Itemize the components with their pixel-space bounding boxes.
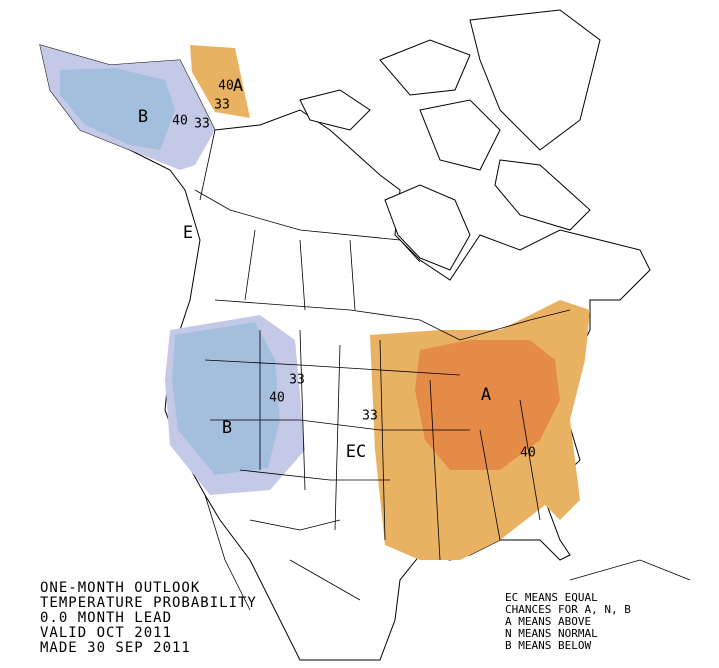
legend-line: A MEANS ABOVE xyxy=(505,615,591,628)
legend-line: CHANCES FOR A, N, B xyxy=(505,603,631,616)
legend-line: N MEANS NORMAL xyxy=(505,627,598,640)
contour-label: 40 xyxy=(218,79,234,94)
map-label: A xyxy=(481,385,491,405)
map-label: EC xyxy=(346,442,366,462)
arctic-island xyxy=(379,39,471,96)
caption-line: MADE 30 SEP 2011 xyxy=(40,640,191,656)
province-lines xyxy=(199,129,356,311)
arctic-island xyxy=(419,99,501,171)
map-label: B xyxy=(138,107,148,127)
legend-line: B MEANS BELOW xyxy=(505,639,591,652)
above-40-region xyxy=(415,340,560,470)
us-canada-border xyxy=(194,189,571,341)
caption-line: TEMPERATURE PROBABILITY xyxy=(40,595,257,611)
below-40-region xyxy=(172,322,280,475)
contour-label: 33 xyxy=(194,117,210,132)
contour-label: 33 xyxy=(289,373,305,388)
greenland xyxy=(469,9,601,151)
contour-label: 40 xyxy=(172,114,188,129)
caption-line: VALID OCT 2011 xyxy=(40,625,172,641)
caption-line: 0.0 MONTH LEAD xyxy=(40,610,172,626)
contour-label: 33 xyxy=(362,409,378,424)
hudson-bay xyxy=(384,184,471,271)
contour-label: 40 xyxy=(520,446,536,461)
map-label: B xyxy=(222,418,232,438)
caption-line: ONE-MONTH OUTLOOK xyxy=(40,580,200,596)
legend-line: EC MEANS EQUAL xyxy=(505,591,598,604)
above-33-region xyxy=(190,45,250,118)
mexico-coast xyxy=(204,494,691,611)
map-label: E xyxy=(183,223,193,243)
contour-label: 33 xyxy=(214,98,230,113)
map-label: A xyxy=(233,76,243,96)
arctic-island xyxy=(299,89,371,131)
baffin-island xyxy=(494,159,591,231)
contour-label: 40 xyxy=(269,391,285,406)
state-lines xyxy=(204,329,541,601)
below-40-region xyxy=(60,68,175,150)
